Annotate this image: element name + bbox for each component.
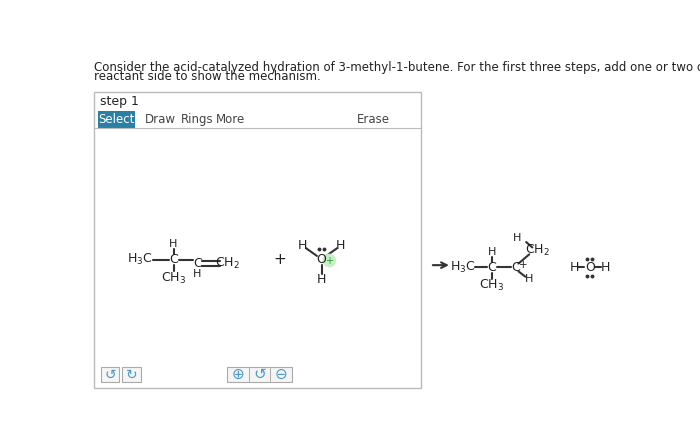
Text: C: C <box>488 261 496 274</box>
FancyBboxPatch shape <box>94 92 421 388</box>
Text: ↺: ↺ <box>104 368 116 381</box>
Text: Erase: Erase <box>357 113 390 126</box>
Text: $\mathregular{CH_2}$: $\mathregular{CH_2}$ <box>216 256 240 271</box>
Text: H: H <box>512 233 521 243</box>
Text: step 1: step 1 <box>100 95 139 109</box>
Text: H: H <box>488 247 496 257</box>
Text: Draw: Draw <box>145 113 176 126</box>
Text: $\mathregular{CH_3}$: $\mathregular{CH_3}$ <box>161 271 186 286</box>
Text: H: H <box>570 261 579 274</box>
Text: More: More <box>216 113 246 126</box>
Text: $\mathregular{H_3C}$: $\mathregular{H_3C}$ <box>127 252 153 267</box>
Text: Select: Select <box>98 113 134 126</box>
Text: ↺: ↺ <box>253 367 266 382</box>
Text: H: H <box>601 261 610 274</box>
Text: H: H <box>193 269 202 279</box>
Text: $\mathregular{CH_3}$: $\mathregular{CH_3}$ <box>480 278 505 293</box>
Text: C: C <box>193 257 202 270</box>
Text: O: O <box>584 261 594 274</box>
Text: H: H <box>169 239 178 249</box>
Text: +: + <box>519 260 527 270</box>
Text: O: O <box>316 253 326 266</box>
Text: H: H <box>336 239 346 252</box>
Text: H: H <box>317 273 326 286</box>
Text: reactant side to show the mechanism.: reactant side to show the mechanism. <box>94 70 321 83</box>
Text: $\mathregular{H_3C}$: $\mathregular{H_3C}$ <box>450 260 475 275</box>
Text: +: + <box>326 255 333 266</box>
Text: +: + <box>273 252 286 267</box>
Text: ⊖: ⊖ <box>275 367 288 382</box>
FancyBboxPatch shape <box>122 367 141 382</box>
Text: C: C <box>511 261 519 274</box>
FancyBboxPatch shape <box>97 111 135 128</box>
FancyBboxPatch shape <box>101 367 119 382</box>
Text: ⊕: ⊕ <box>232 367 244 382</box>
Text: Consider the acid-catalyzed hydration of 3-methyl-1-butene. For the first three : Consider the acid-catalyzed hydration of… <box>94 61 700 74</box>
Text: $\mathregular{CH_2}$: $\mathregular{CH_2}$ <box>524 243 550 258</box>
Text: H: H <box>525 274 533 284</box>
Text: C: C <box>169 253 178 266</box>
Text: ↻: ↻ <box>126 368 137 381</box>
FancyBboxPatch shape <box>227 367 292 382</box>
Circle shape <box>323 255 335 267</box>
Text: Rings: Rings <box>181 113 213 126</box>
Text: H: H <box>298 239 307 252</box>
